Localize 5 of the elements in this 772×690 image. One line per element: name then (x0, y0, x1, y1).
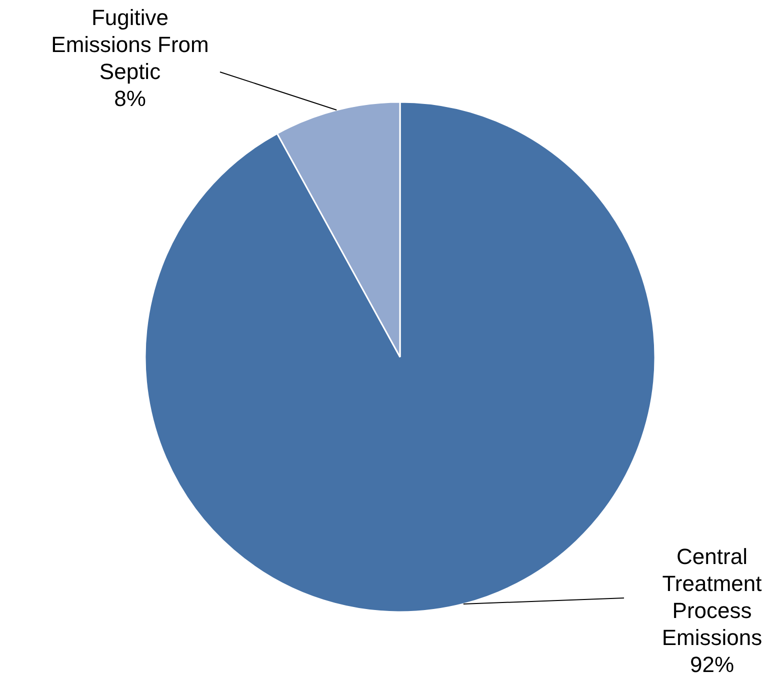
pie-slice (144, 101, 656, 612)
slice-label: Central Treatment Process Emissions (662, 544, 762, 650)
data-label: 8% (114, 86, 146, 111)
slice-label: Fugitive Emissions From Septic (51, 5, 209, 84)
data-label: 92% (690, 652, 734, 677)
